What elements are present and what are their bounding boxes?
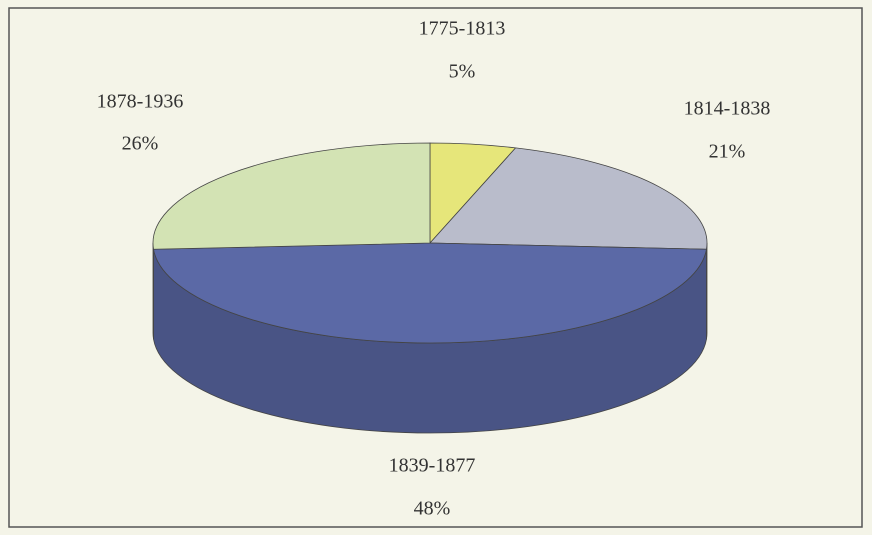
slice-value-label: 26% <box>122 133 159 155</box>
slice <box>152 142 431 250</box>
slice-label: 1878-1936 <box>97 91 184 113</box>
slice-label: 1775-1813 <box>419 18 506 40</box>
slice-value-label: 5% <box>449 61 476 83</box>
chart-border <box>8 7 863 528</box>
slice <box>429 147 708 250</box>
slice-label: 1814-1838 <box>684 98 771 120</box>
slice-label: 1839-1877 <box>389 455 476 477</box>
slice-value-label: 21% <box>709 141 746 163</box>
slice-value-label: 48% <box>414 498 451 520</box>
slice <box>153 242 707 344</box>
slice-side <box>152 242 154 340</box>
